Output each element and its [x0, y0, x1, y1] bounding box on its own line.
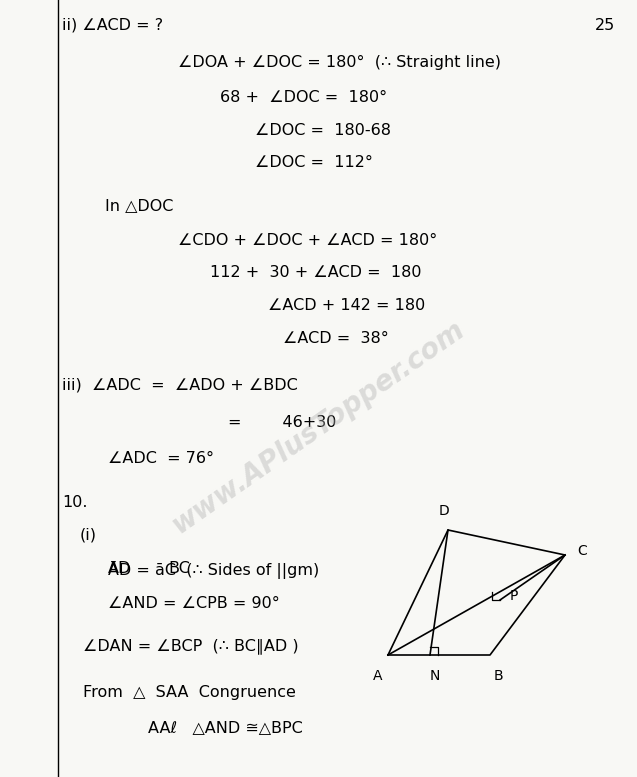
- Text: 112 +  30 + ∠ACD =  180: 112 + 30 + ∠ACD = 180: [210, 265, 422, 280]
- Text: ∠DAN = ∠BCP  (∴ BC∥AD ): ∠DAN = ∠BCP (∴ BC∥AD ): [83, 638, 299, 653]
- Text: iii)  ∠ADC  =  ∠ADO + ∠BDC: iii) ∠ADC = ∠ADO + ∠BDC: [62, 378, 297, 393]
- Text: D: D: [439, 504, 449, 518]
- Text: ii) ∠ACD = ?: ii) ∠ACD = ?: [62, 18, 163, 33]
- Text: ∠DOC =  112°: ∠DOC = 112°: [255, 155, 373, 170]
- Text: AAℓ   △AND ≅△BPC: AAℓ △AND ≅△BPC: [148, 720, 303, 735]
- Text: =        46+30: = 46+30: [228, 415, 336, 430]
- Text: BC: BC: [168, 561, 190, 576]
- Text: AD: AD: [108, 561, 131, 576]
- Text: B: B: [493, 669, 503, 683]
- Text: From  △  SAA  Congruence: From △ SAA Congruence: [83, 685, 296, 700]
- Text: A: A: [373, 669, 383, 683]
- Text: C: C: [577, 544, 587, 558]
- Text: 10.: 10.: [62, 495, 87, 510]
- Text: N: N: [430, 669, 440, 683]
- Text: ∠AND = ∠CPB = 90°: ∠AND = ∠CPB = 90°: [108, 596, 280, 611]
- Text: ∠ADC  = 76°: ∠ADC = 76°: [108, 451, 214, 466]
- Text: (i): (i): [80, 528, 97, 543]
- Text: 68 +  ∠DOC =  180°: 68 + ∠DOC = 180°: [220, 90, 387, 105]
- Text: ∠ACD + 142 = 180: ∠ACD + 142 = 180: [268, 298, 426, 313]
- Text: P: P: [510, 589, 519, 603]
- Text: ∠ACD =  38°: ∠ACD = 38°: [283, 331, 389, 346]
- Text: 25: 25: [595, 18, 615, 33]
- Text: ∠CDO + ∠DOC + ∠ACD = 180°: ∠CDO + ∠DOC + ∠ACD = 180°: [178, 233, 437, 248]
- Text: ∠DOA + ∠DOC = 180°  (∴ Straight line): ∠DOA + ∠DOC = 180° (∴ Straight line): [178, 55, 501, 70]
- Text: www.APlusTopper.com: www.APlusTopper.com: [167, 315, 470, 539]
- Text: ∠DOC =  180-68: ∠DOC = 180-68: [255, 123, 391, 138]
- Text: In △DOC: In △DOC: [105, 198, 173, 213]
- Text: ĀD = āC  (∴ Sides of ||gm): ĀD = āC (∴ Sides of ||gm): [108, 561, 319, 579]
